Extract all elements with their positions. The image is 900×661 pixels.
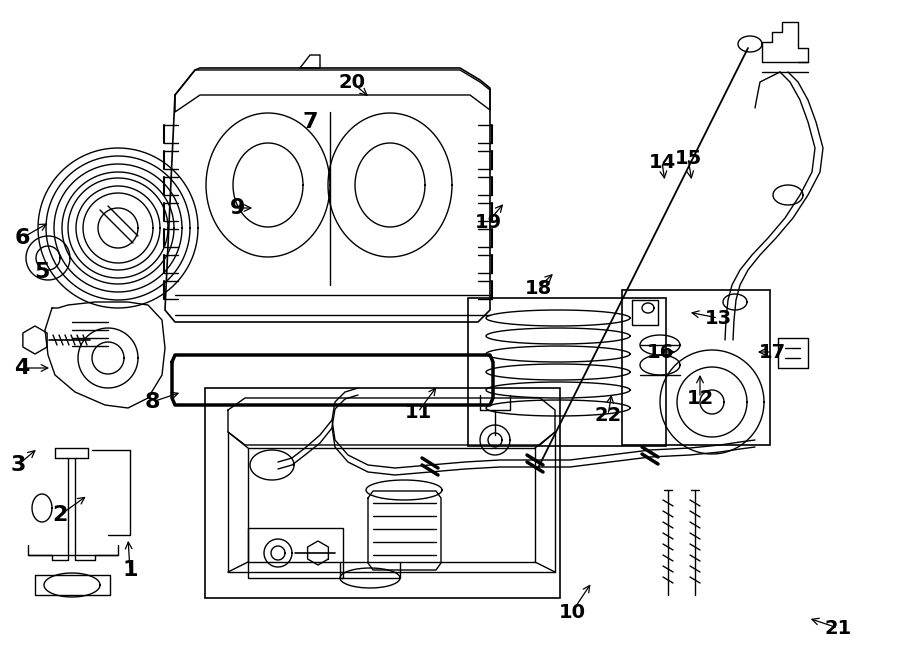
Text: 14: 14 [648, 153, 676, 171]
Text: 1: 1 [122, 560, 138, 580]
Text: 3: 3 [10, 455, 26, 475]
Text: 13: 13 [705, 309, 732, 327]
Text: 2: 2 [52, 505, 68, 525]
Text: 11: 11 [404, 403, 432, 422]
Text: 15: 15 [674, 149, 702, 167]
Text: 4: 4 [14, 358, 30, 378]
Text: 22: 22 [594, 405, 622, 424]
Text: 16: 16 [646, 342, 673, 362]
Bar [622, 290, 770, 445]
Text: 10: 10 [559, 602, 586, 621]
Text: 17: 17 [759, 342, 786, 362]
Text: 12: 12 [687, 389, 714, 407]
Bar [205, 388, 560, 598]
Text: 7: 7 [302, 112, 318, 132]
Bar [248, 528, 343, 578]
Text: 8: 8 [144, 392, 160, 412]
Text: 6: 6 [14, 228, 30, 248]
Bar [468, 298, 666, 446]
Text: 9: 9 [230, 198, 246, 218]
Text: 18: 18 [525, 278, 552, 297]
Text: 5: 5 [34, 262, 50, 282]
Text: 19: 19 [474, 212, 501, 231]
Text: 21: 21 [824, 619, 851, 637]
Text: 20: 20 [338, 73, 365, 91]
